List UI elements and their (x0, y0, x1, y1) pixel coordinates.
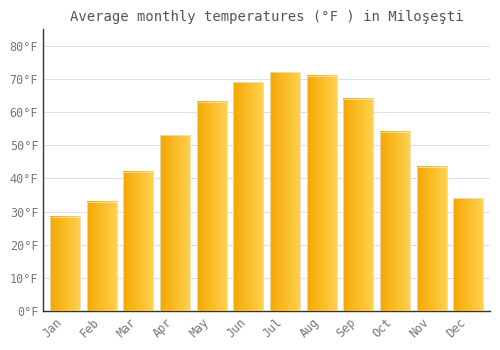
Title: Average monthly temperatures (°F ) in Miloşeşti: Average monthly temperatures (°F ) in Mi… (70, 10, 464, 24)
